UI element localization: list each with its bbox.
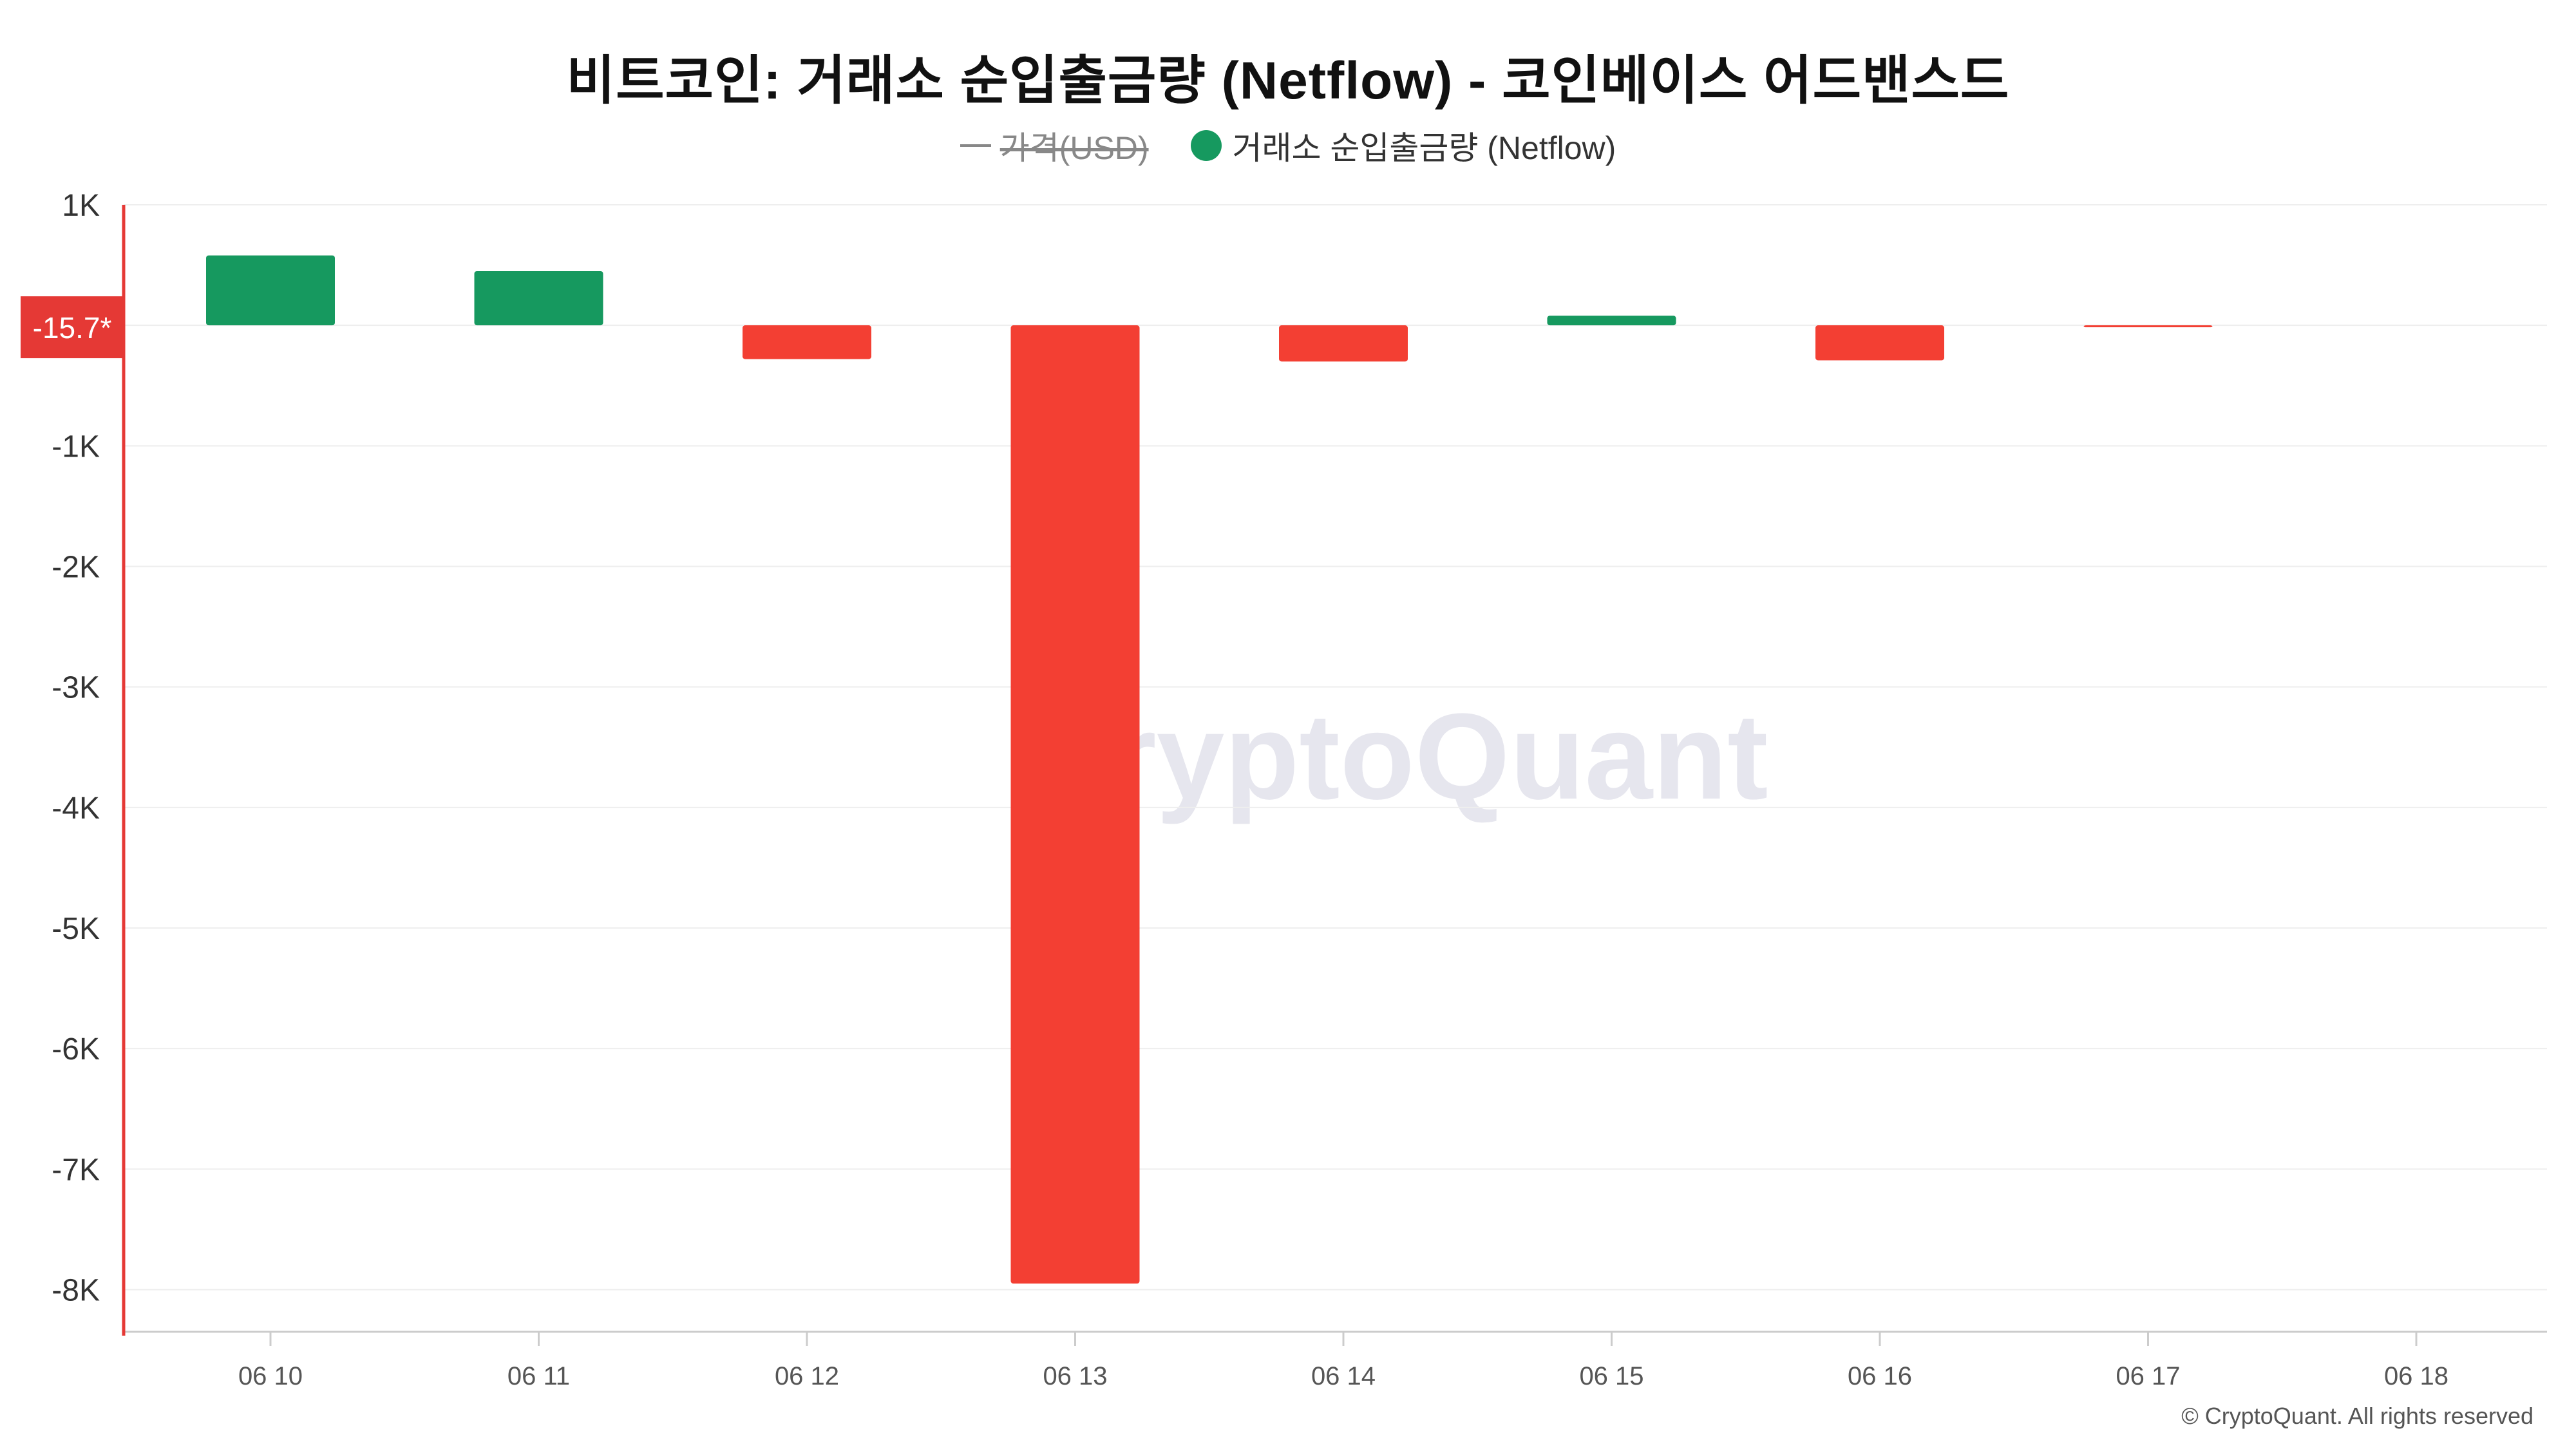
y-tick-label: -3K [52,671,100,705]
bar [743,325,871,359]
y-tick-label: -4K [52,791,100,826]
x-tick-label: 06 10 [238,1362,303,1390]
legend-label-netflow: 거래소 순입출금량 (Netflow) [1232,130,1616,166]
legend-label-price: 가격(USD) [999,130,1149,166]
bar [2083,325,2213,328]
bar [1279,325,1408,362]
bar [1547,316,1676,326]
watermark: CryptoQuant [1020,688,1768,825]
current-value-label: -15.7* [33,311,112,345]
bar [206,255,335,326]
y-tick-label: -1K [52,430,100,464]
bar [474,270,603,326]
chart-legend: 가격(USD) 거래소 순입출금량 (Netflow) [0,122,2576,169]
legend-item-netflow[interactable]: 거래소 순입출금량 (Netflow) [1191,122,1616,169]
y-tick-label: -8K [52,1273,100,1307]
bar [1010,325,1140,1284]
legend-item-price[interactable]: 가격(USD) [960,122,1149,169]
line-swatch-icon [960,144,991,147]
current-value-tag [21,296,124,359]
bar [1815,325,1944,361]
chart-title: 비트코인: 거래소 순입출금량 (Netflow) - 코인베이스 어드밴스드 [566,52,2010,110]
y-tick-label: -5K [52,912,100,946]
y-tick-label: -7K [52,1153,100,1187]
x-tick-label: 06 11 [507,1362,570,1390]
dot-swatch-icon [1191,130,1222,161]
y-tick-label: -2K [52,550,100,584]
x-tick-label: 06 16 [1848,1362,1912,1390]
x-tick-label: 06 13 [1043,1362,1107,1390]
y-tick-label: -6K [52,1032,100,1066]
x-tick-label: 06 18 [2384,1362,2448,1390]
copyright-text: © CryptoQuant. All rights reserved [2181,1403,2533,1429]
x-tick-label: 06 14 [1311,1362,1376,1390]
x-tick-label: 06 17 [2116,1362,2180,1390]
y-tick-label: 1K [62,189,100,223]
x-tick-label: 06 15 [1579,1362,1643,1390]
x-tick-label: 06 12 [775,1362,839,1390]
